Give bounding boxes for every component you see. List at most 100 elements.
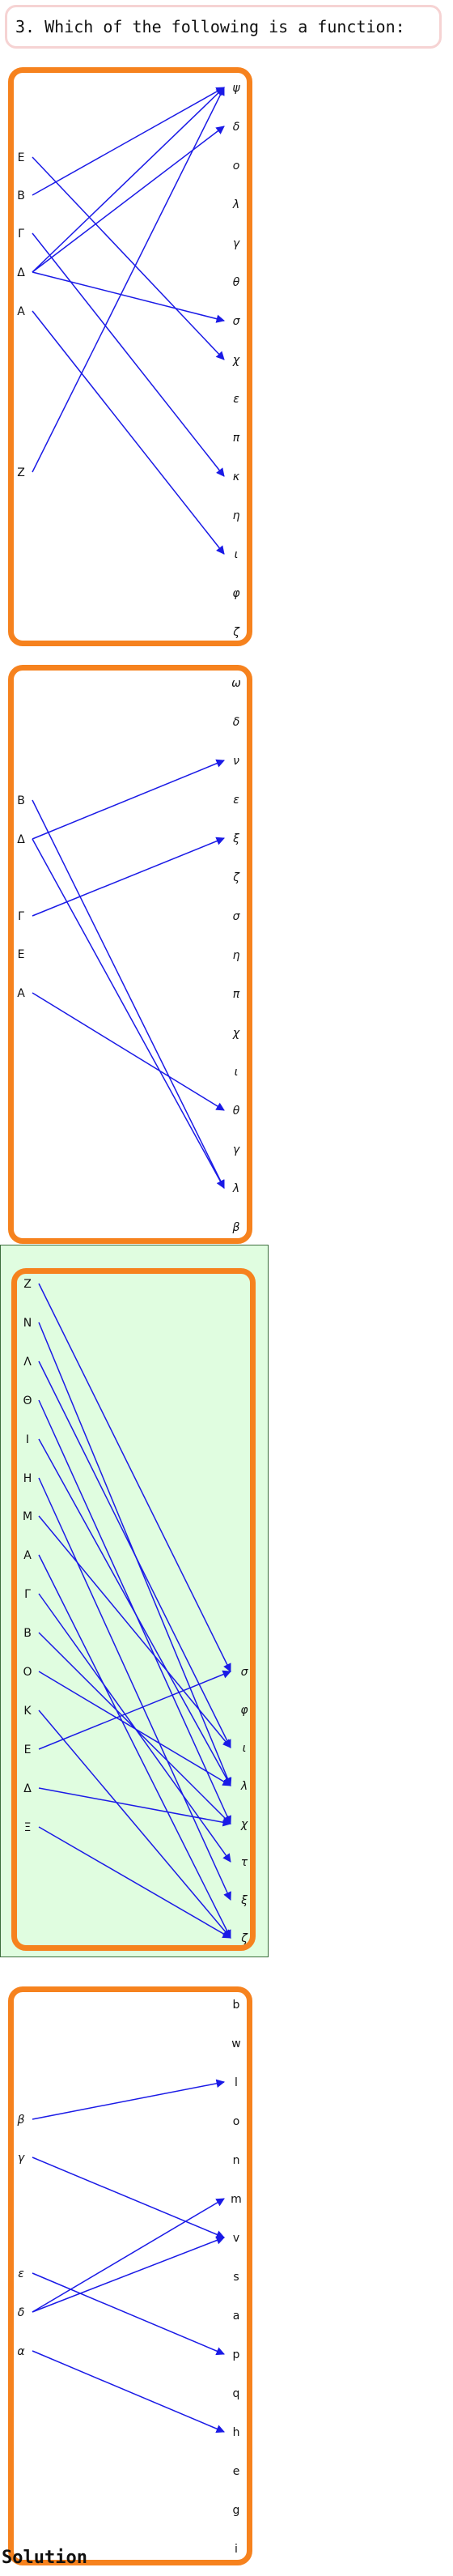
codomain-label: ζ (232, 626, 240, 639)
mapping-arrow (38, 1670, 231, 1750)
codomain-label: η (233, 949, 240, 962)
codomain-label: δ (233, 121, 240, 134)
domain-label: H (23, 1472, 32, 1485)
mapping-arrow (32, 837, 225, 917)
codomain-label: ν (233, 755, 239, 768)
mapping-arrow (32, 838, 225, 1189)
codomain-label: δ (233, 716, 240, 729)
codomain-label: π (233, 988, 240, 1001)
domain-label: E (18, 948, 25, 961)
codomain-label: m (231, 2193, 242, 2206)
domain-label: Z (23, 1278, 32, 1291)
option-diagram-4: β γ ε δ α b w l o n m v s a p q h e g i (17, 1999, 242, 2556)
mapping-arrow (32, 87, 225, 473)
mapping-arrow (32, 2079, 226, 2120)
mapping-arrow (32, 156, 225, 360)
domain-label: A (17, 305, 25, 318)
option-panel-3[interactable] (11, 1268, 256, 1951)
codomain-label: φ (240, 1704, 248, 1717)
option-panel-2[interactable] (8, 665, 252, 1244)
domain-label: Γ (24, 1588, 31, 1601)
codomain-label: σ (233, 315, 241, 328)
mapping-arrow (38, 1515, 231, 1748)
codomain-label: g (233, 2504, 240, 2517)
mapping-arrow (32, 310, 225, 555)
codomain-label: w (231, 2037, 240, 2050)
mapping-arrow (32, 232, 225, 477)
codomain-label: σ (241, 1666, 249, 1679)
mapping-arrow (38, 1826, 231, 1939)
mapping-arrow (32, 2272, 225, 2356)
domain-label: Z (17, 466, 25, 479)
option-diagram-2: B Δ Γ E Aω δ ν ε ξ ζ σ η π χ ι θ γ λ β (17, 677, 241, 1234)
mapping-arrow (32, 799, 225, 1189)
codomain-label: n (233, 2154, 240, 2167)
codomain-label: ι (235, 548, 239, 561)
domain-label: Δ (17, 833, 25, 846)
domain-label: Γ (18, 910, 24, 923)
codomain-label: λ (240, 1780, 248, 1793)
mapping-arrow (32, 271, 226, 323)
domain-label: Θ (23, 1394, 32, 1407)
domain-label: B (17, 189, 25, 202)
domain-label: δ (18, 2306, 25, 2319)
codomain-label: ο (233, 160, 240, 172)
domain-label: γ (18, 2152, 25, 2165)
codomain-label: h (233, 2426, 240, 2439)
domain-label: E (24, 1744, 32, 1756)
codomain-label: ζ (232, 871, 240, 884)
codomain-label: ζ (240, 1932, 248, 1945)
domain-label: α (17, 2345, 25, 2358)
question-box: 3. Which of the following is a function: (5, 5, 442, 49)
domain-label: β (17, 2114, 25, 2127)
codomain-label: τ (241, 1856, 248, 1869)
codomain-label: σ (233, 910, 241, 923)
domain-label: Δ (17, 266, 25, 279)
mapping-arrow (32, 2236, 225, 2313)
codomain-label: ι (243, 1742, 247, 1755)
codomain-label: e (233, 2465, 240, 2478)
codomain-label: λ (232, 198, 239, 211)
option-panel-4[interactable] (8, 1986, 252, 2565)
domain-label: B (23, 1627, 32, 1640)
codomain-label: θ (233, 1105, 240, 1118)
codomain-label: θ (233, 276, 240, 289)
codomain-label: γ (233, 237, 240, 250)
mapping-arrow (38, 1671, 231, 1786)
option-panel-1[interactable] (8, 67, 252, 646)
mapping-arrow (32, 126, 225, 273)
mapping-arrow (32, 2198, 225, 2313)
codomain-label: χ (240, 1818, 248, 1831)
domain-label: B (17, 794, 25, 807)
domain-label: M (23, 1510, 32, 1523)
question-number: 3. (15, 17, 36, 36)
codomain-label: κ (233, 470, 240, 483)
question-text: Which of the following is a function: (44, 17, 405, 36)
codomain-label: l (235, 2076, 238, 2089)
codomain-label: i (235, 2543, 238, 2556)
mapping-arrow (32, 87, 225, 196)
domain-label: A (17, 987, 25, 1000)
mapping-arrow (32, 992, 225, 1111)
mapping-arrow (38, 1438, 231, 1786)
option-diagram-3: Z N Λ Θ I H M A Γ B O K E Δ Ξσ φ ι λ χ τ ξ ζ (23, 1278, 249, 1945)
domain-label: E (18, 151, 25, 164)
mapping-arrow (38, 1710, 231, 1939)
mapping-arrow (38, 1787, 232, 1827)
codomain-label: ξ (232, 832, 239, 845)
mapping-arrow (38, 1554, 231, 1939)
codomain-label: χ (232, 354, 240, 367)
codomain-label: γ (233, 1143, 240, 1156)
domain-label: Ξ (24, 1821, 32, 1834)
codomain-label: β (232, 1221, 240, 1234)
mapping-arrow (38, 1283, 231, 1672)
codomain-label: π (233, 432, 240, 445)
codomain-label: b (233, 1999, 240, 2012)
domain-label: ε (18, 2267, 24, 2280)
domain-label: N (23, 1317, 32, 1330)
mapping-arrow (32, 2350, 225, 2433)
codomain-label: a (233, 2310, 240, 2323)
mapping-arrow (32, 759, 225, 840)
solution-label: Solution (2, 2548, 87, 2568)
mapping-arrow (32, 87, 225, 273)
